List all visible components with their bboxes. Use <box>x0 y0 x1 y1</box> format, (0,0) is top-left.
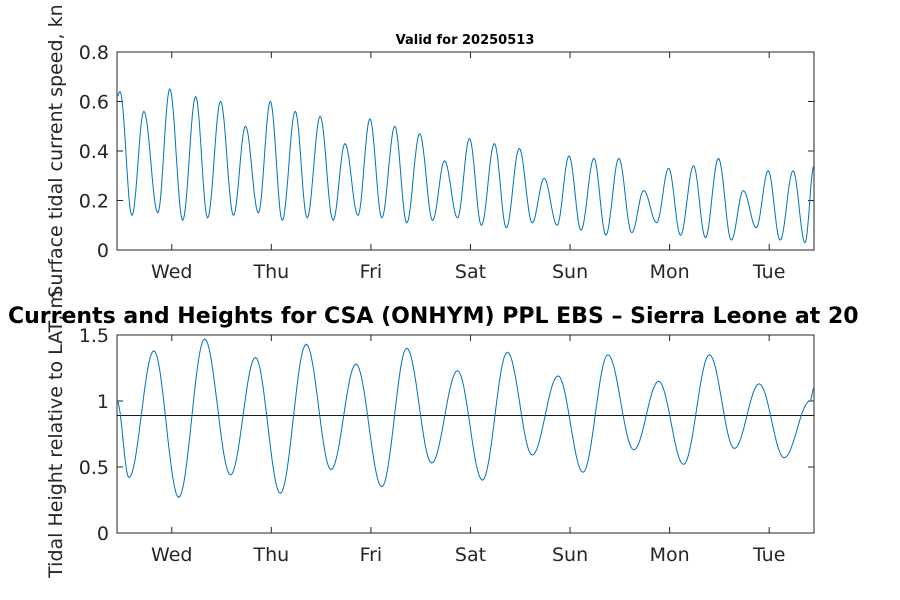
current-speed-ytick-label: 0.8 <box>79 42 109 64</box>
tidal-height-ytick-label: 1.5 <box>79 325 109 347</box>
tidal-height-ytick-label: 1 <box>97 391 109 413</box>
current-speed-xtick-label: Sun <box>552 261 588 283</box>
current-speed-xtick-label: Sat <box>455 261 486 283</box>
current-speed-series-line <box>116 88 815 244</box>
current-speed-xtick-label: Fri <box>360 261 383 283</box>
current-speed-xtick-label: Mon <box>650 261 690 283</box>
current-speed-plot-frame <box>116 51 815 251</box>
tidal-height-xtick-label: Mon <box>650 544 690 566</box>
current-speed-chart: 0 0.2 0.4 0.6 0.8 Wed Thu Fri Sat Sun Mon Tue Valid… <box>45 4 815 298</box>
current-speed-xtick-label: Thu <box>252 261 289 283</box>
current-speed-xtick-label: Tue <box>752 261 785 283</box>
tidal-height-ytick-label: 0 <box>97 523 109 545</box>
tidal-height-ticks: 0 0.5 1 1.5 Wed Thu Fri Sat Sun Mon Tue <box>79 325 814 566</box>
main-figure-title: Currents and Heights for CSA (ONHYM) PPL… <box>8 304 859 329</box>
tidal-height-xtick-label: Sat <box>455 544 486 566</box>
current-speed-ytick-label: 0.2 <box>79 191 109 213</box>
tidal-height-xtick-label: Tue <box>752 544 785 566</box>
tidal-height-series-line <box>116 338 815 499</box>
tidal-height-y-axis-label: Tidal Height relative to LAT, m <box>45 290 67 579</box>
tidal-height-xtick-label: Wed <box>151 544 192 566</box>
current-speed-ytick-label: 0 <box>97 240 109 262</box>
tidal-height-xtick-label: Sun <box>552 544 588 566</box>
current-speed-ytick-label: 0.6 <box>79 92 109 114</box>
current-speed-y-axis-label: Surface tidal current speed, kn <box>45 4 67 297</box>
tidal-height-xtick-label: Thu <box>252 544 289 566</box>
tidal-height-chart: 0 0.5 1 1.5 Wed Thu Fri Sat Sun Mon Tue Tidal Heig… <box>45 290 815 579</box>
current-speed-chart-title: Valid for 20250513 <box>396 33 535 48</box>
tidal-height-plot-frame <box>116 334 815 534</box>
current-speed-ticks: 0 0.2 0.4 0.6 0.8 Wed Thu Fri Sat Sun Mon Tue <box>79 42 814 283</box>
tidal-height-xtick-label: Fri <box>360 544 383 566</box>
current-speed-ytick-label: 0.4 <box>79 141 109 163</box>
tidal-height-ytick-label: 0.5 <box>79 457 109 479</box>
current-speed-xtick-label: Wed <box>151 261 192 283</box>
